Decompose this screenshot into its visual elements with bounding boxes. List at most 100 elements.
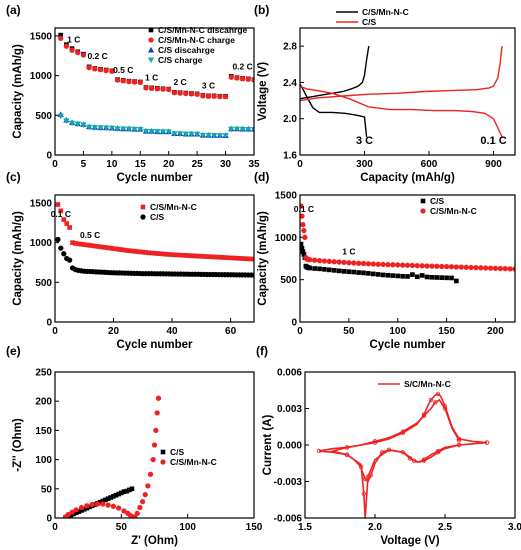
data-point [380, 272, 386, 278]
x-axis-label: Cycle number [116, 172, 193, 184]
data-point [61, 217, 67, 222]
data-point [390, 273, 396, 278]
series-2 [300, 46, 503, 138]
data-point [73, 241, 78, 246]
data-point [73, 507, 79, 513]
data-point [142, 492, 148, 498]
data-point [175, 252, 181, 258]
data-point [321, 258, 328, 264]
data-point [131, 248, 137, 254]
data-point [361, 491, 366, 496]
legend-label: C/S/Mn-N-C [430, 206, 477, 216]
data-point [171, 90, 178, 96]
data-point [428, 397, 434, 403]
plot-frame [54, 194, 255, 323]
data-point [356, 260, 362, 266]
data-point [380, 261, 386, 268]
data-point [143, 85, 149, 91]
chart-panel-2: (b) 0 300 600 900 1.6 2.0 2.4 2.8 Capacity (mAh/g… [254, 3, 516, 184]
data-point [200, 93, 206, 99]
x-tick-label: 900 [485, 159, 502, 170]
chart-panel-3: (c) 0 20 40 60 0 500 1000 1500 Cycle number Capaci… [6, 170, 255, 351]
chart-panel-5: (e) 0 50 100 150 0 50 100 150 200 250 Z' (Ohm) -Z'' … [6, 344, 263, 547]
data-point [370, 261, 376, 267]
data-point [90, 243, 96, 249]
data-point [193, 253, 198, 259]
data-point [116, 491, 122, 497]
data-point [142, 128, 150, 135]
chart-panel-1: (a) 0 5 10 15 20 25 30 35 0 500 1000 1500 Cycle numbe… [6, 3, 260, 184]
series-1 [316, 391, 490, 518]
data-point [121, 508, 127, 514]
y-tick-label: 2.0 [283, 114, 297, 125]
y-tick-label: 1500 [30, 31, 53, 42]
data-point [169, 252, 175, 258]
data-point [424, 263, 430, 269]
data-point [92, 66, 98, 72]
data-point [429, 263, 435, 269]
data-point [182, 131, 189, 138]
data-point [231, 255, 236, 261]
y-tick-label: 150 [35, 426, 52, 437]
plot-area [300, 45, 503, 138]
data-point [435, 450, 441, 455]
y-tick-label: -0.003 [274, 477, 303, 488]
annotation: 0.1 C [294, 204, 314, 214]
data-point [245, 126, 252, 133]
data-point [453, 264, 459, 270]
x-tick-label: 0 [52, 159, 58, 170]
annotation: 0.1 C [51, 209, 71, 219]
x-tick-label: 2.5 [438, 522, 452, 533]
legend-label: C/S/Mn-N-C [150, 202, 197, 212]
chart-panel-4: (d) 0 50 100 150 200 0 500 1000 1500 Cycle number C… [254, 170, 516, 351]
y-tick-label: 50 [41, 484, 53, 495]
data-point [458, 264, 464, 270]
data-point [512, 266, 515, 272]
plot-area [316, 391, 490, 518]
data-point [58, 208, 64, 214]
y-tick-label: 0 [46, 151, 52, 162]
data-point [111, 494, 116, 499]
data-point [131, 79, 138, 85]
chart-panel-6: (f) 1.5 2.0 2.5 3.0 -0.006 -0.003 0.000 0.003 0.0… [256, 344, 521, 547]
data-point [222, 133, 229, 139]
data-point [316, 448, 322, 454]
data-point [317, 266, 322, 272]
data-point [219, 255, 225, 260]
data-point [435, 391, 441, 397]
annotation: 1 C [67, 34, 80, 44]
data-point [79, 241, 84, 247]
data-point [239, 256, 245, 261]
data-point [300, 241, 304, 247]
x-tick-label: 25 [192, 159, 204, 170]
data-point [109, 68, 115, 74]
x-tick-label: 10 [106, 159, 118, 170]
data-point [344, 452, 350, 457]
data-point [217, 94, 223, 100]
data-point [55, 236, 61, 243]
data-point [81, 242, 87, 247]
data-point [336, 268, 342, 274]
data-point [456, 442, 462, 448]
data-point [188, 91, 195, 97]
data-point [234, 75, 240, 81]
data-point [375, 261, 381, 267]
data-point [365, 474, 371, 479]
x-tick-label: 100 [179, 522, 196, 533]
data-point [81, 506, 87, 512]
y-axis-label: Capacity (mAh/g) [12, 211, 24, 306]
data-point [134, 249, 140, 254]
data-point [326, 267, 332, 273]
data-point [442, 406, 448, 411]
data-point [385, 261, 391, 268]
data-point [177, 90, 183, 96]
data-point [143, 250, 149, 255]
data-point [183, 90, 189, 97]
series-line [318, 392, 488, 483]
annotation: 0.5 C [80, 230, 100, 240]
data-point [158, 251, 163, 257]
data-point [181, 253, 187, 258]
data-point [145, 483, 151, 489]
data-point [196, 253, 201, 259]
x-tick-label: 3.0 [508, 522, 521, 533]
